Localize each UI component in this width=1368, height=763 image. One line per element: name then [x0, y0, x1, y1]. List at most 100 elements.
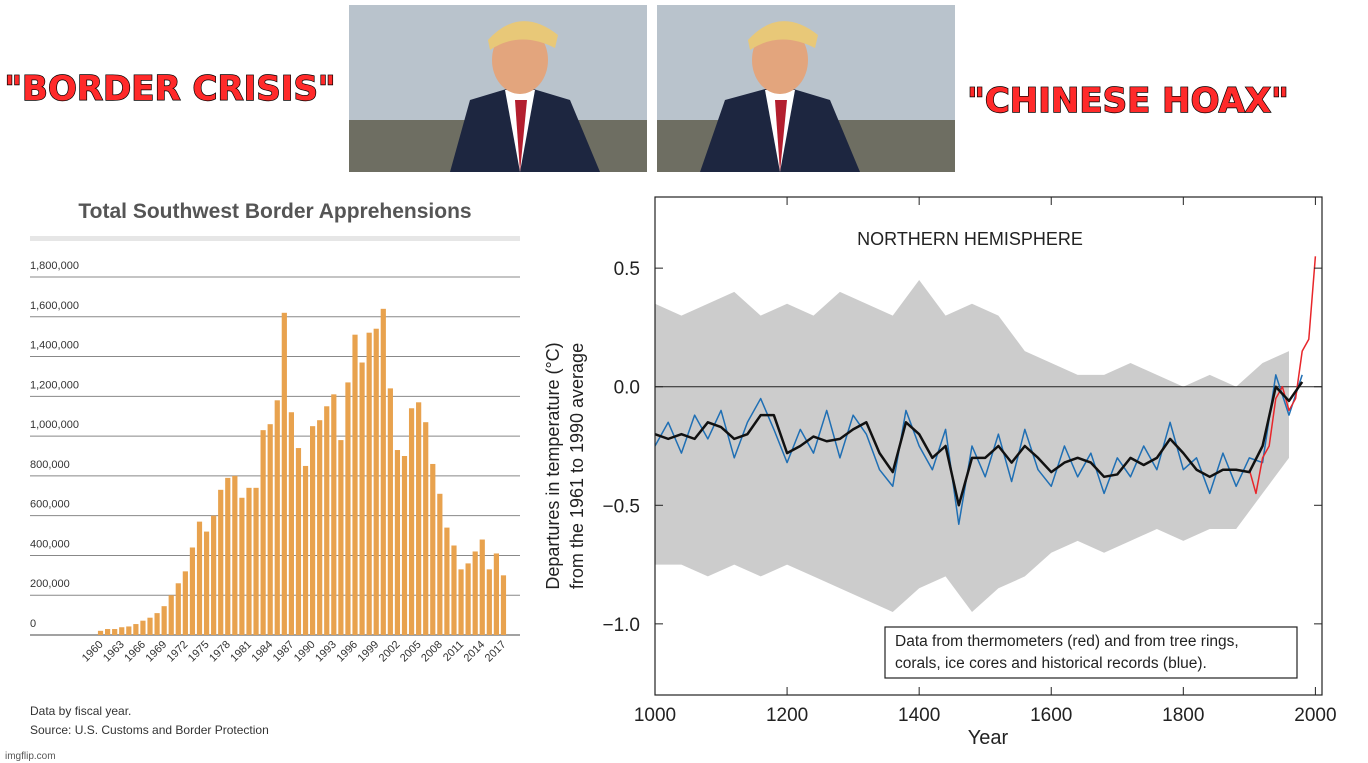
y-tick-label: 1,600,000 — [30, 300, 79, 312]
y-axis-label: Departures in temperature (°C) — [543, 342, 563, 589]
y-axis-label: from the 1961 to 1990 average — [567, 343, 587, 589]
bar — [239, 497, 245, 635]
annotation-box — [884, 626, 1298, 679]
bar — [416, 402, 422, 635]
bar — [105, 629, 111, 635]
bar — [465, 563, 471, 635]
bar — [126, 626, 132, 635]
x-tick-label: 1200 — [766, 705, 808, 726]
bar — [189, 547, 196, 635]
bar — [168, 595, 174, 635]
photo-right — [657, 5, 955, 172]
y-tick-label: 800,000 — [30, 459, 70, 471]
x-tick-label: 1963 — [101, 639, 127, 665]
bar — [458, 569, 464, 635]
y-tick-label: −1.0 — [602, 615, 640, 636]
bar — [119, 627, 125, 635]
bar — [267, 424, 273, 635]
bar — [359, 362, 365, 635]
bar — [182, 571, 188, 635]
bar — [203, 531, 210, 635]
plot-frame — [654, 196, 1323, 696]
plot — [655, 256, 1322, 612]
bar — [196, 521, 203, 635]
y-tick-label: 1,800,000 — [30, 260, 79, 272]
x-tick-label: 1975 — [186, 639, 212, 665]
bar — [352, 334, 358, 635]
watermark: imgflip.com — [5, 751, 56, 762]
annotation: Data from thermometers (red) and from tr… — [895, 633, 1239, 650]
bar — [394, 450, 401, 635]
bar — [310, 426, 316, 635]
x-tick-label: 1400 — [898, 705, 940, 726]
y-tick-label: 0.5 — [614, 259, 640, 280]
x-tick-label: 1996 — [334, 639, 360, 665]
x-tick-label: 1981 — [228, 639, 254, 665]
bar — [211, 515, 217, 635]
bar — [472, 551, 478, 635]
bar — [408, 408, 415, 635]
bar — [140, 620, 146, 635]
bar — [486, 569, 492, 635]
bar — [401, 456, 408, 635]
bar — [232, 475, 238, 635]
x-tick-label: 1978 — [207, 639, 233, 665]
bar — [161, 606, 167, 635]
y-tick-label: 1,000,000 — [30, 419, 79, 431]
bar — [430, 463, 436, 635]
bar — [281, 312, 287, 635]
x-tick-label: 2014 — [462, 639, 488, 665]
x-tick-label: 1000 — [634, 705, 676, 726]
caption: "BORDER CRISIS" — [4, 69, 335, 109]
bar — [366, 332, 372, 635]
bar — [345, 382, 351, 635]
x-tick-label: 2000 — [1294, 705, 1336, 726]
bar — [324, 406, 330, 635]
y-tick-label: 600,000 — [30, 499, 70, 511]
bar — [253, 487, 259, 635]
bar — [437, 493, 443, 635]
x-tick-label: 2011 — [441, 639, 466, 664]
bar — [274, 400, 280, 635]
chart-title: NORTHERN HEMISPHERE — [857, 229, 1083, 249]
x-tick-label: 1987 — [271, 639, 297, 665]
photo-left — [349, 5, 647, 172]
x-tick-label: 2017 — [483, 639, 509, 665]
x-tick-label: 1966 — [122, 639, 148, 665]
y-tick-label: 0 — [30, 618, 36, 630]
bar — [246, 487, 252, 635]
y-tick-label: 1,200,000 — [30, 379, 79, 391]
bar — [451, 545, 457, 635]
note: Source: U.S. Customs and Border Protecti… — [30, 723, 269, 737]
bar — [331, 394, 337, 635]
bar — [295, 448, 302, 635]
bar — [133, 624, 139, 635]
chart-title: Total Southwest Border Apprehensions — [78, 200, 471, 223]
bar — [444, 527, 450, 635]
x-tick-label: 1972 — [165, 639, 191, 665]
bar — [373, 328, 379, 635]
x-tick-label: 2002 — [377, 639, 403, 665]
bar — [479, 539, 485, 635]
bar — [493, 553, 499, 635]
bar — [338, 440, 344, 635]
y-tick-label: 1,400,000 — [30, 340, 79, 352]
title-rule — [30, 236, 520, 241]
bar — [380, 308, 386, 635]
bar — [317, 420, 323, 635]
y-tick-label: 0.0 — [614, 378, 640, 399]
y-tick-label: 200,000 — [30, 578, 70, 590]
x-axis-label: Year — [968, 727, 1009, 749]
series-line — [1248, 256, 1317, 495]
bar — [147, 617, 153, 635]
x-tick-label: 1984 — [250, 639, 276, 665]
bar — [154, 613, 160, 635]
y-tick-label: −0.5 — [602, 496, 640, 517]
x-tick-label: 1960 — [80, 639, 106, 665]
bar — [302, 465, 309, 635]
bar — [112, 629, 118, 635]
bar — [260, 430, 266, 635]
x-tick-label: 1600 — [1030, 705, 1072, 726]
